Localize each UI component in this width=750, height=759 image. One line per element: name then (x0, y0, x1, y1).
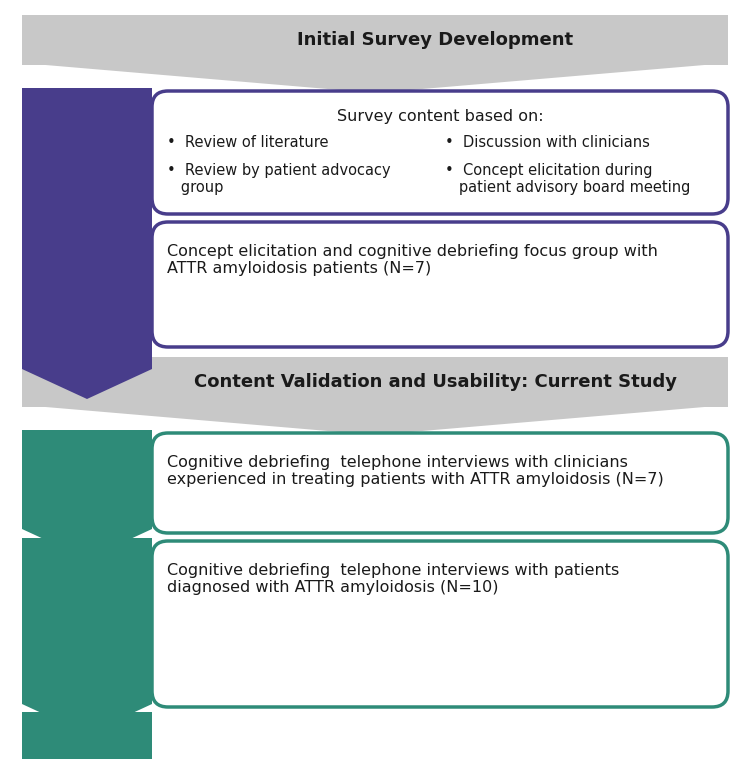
FancyBboxPatch shape (152, 433, 728, 533)
Text: •  Discussion with clinicians: • Discussion with clinicians (445, 135, 650, 150)
Bar (22, 357, 728, 407)
Text: Initial Survey Development: Initial Survey Development (297, 31, 573, 49)
Text: Concept elicitation and cognitive debriefing focus group with
ATTR amyloidosis p: Concept elicitation and cognitive debrie… (167, 244, 658, 276)
Polygon shape (22, 405, 728, 435)
Text: Survey content based on:: Survey content based on: (337, 109, 543, 124)
Polygon shape (22, 430, 152, 559)
Polygon shape (22, 88, 152, 399)
Polygon shape (22, 63, 728, 93)
Text: •  Concept elicitation during
   patient advisory board meeting: • Concept elicitation during patient adv… (445, 163, 690, 195)
FancyBboxPatch shape (152, 91, 728, 214)
Polygon shape (22, 712, 152, 759)
Text: •  Review of literature: • Review of literature (167, 135, 328, 150)
Polygon shape (22, 219, 152, 374)
Text: Cognitive debriefing  telephone interviews with clinicians
experienced in treati: Cognitive debriefing telephone interview… (167, 455, 664, 487)
Text: Cognitive debriefing  telephone interviews with patients
diagnosed with ATTR amy: Cognitive debriefing telephone interview… (167, 563, 620, 595)
FancyBboxPatch shape (152, 541, 728, 707)
Bar (22, 15, 728, 65)
FancyBboxPatch shape (152, 222, 728, 347)
Text: •  Review by patient advocacy
   group: • Review by patient advocacy group (167, 163, 391, 195)
Text: Content Validation and Usability: Current Study: Content Validation and Usability: Curren… (194, 373, 676, 391)
Polygon shape (22, 538, 152, 734)
